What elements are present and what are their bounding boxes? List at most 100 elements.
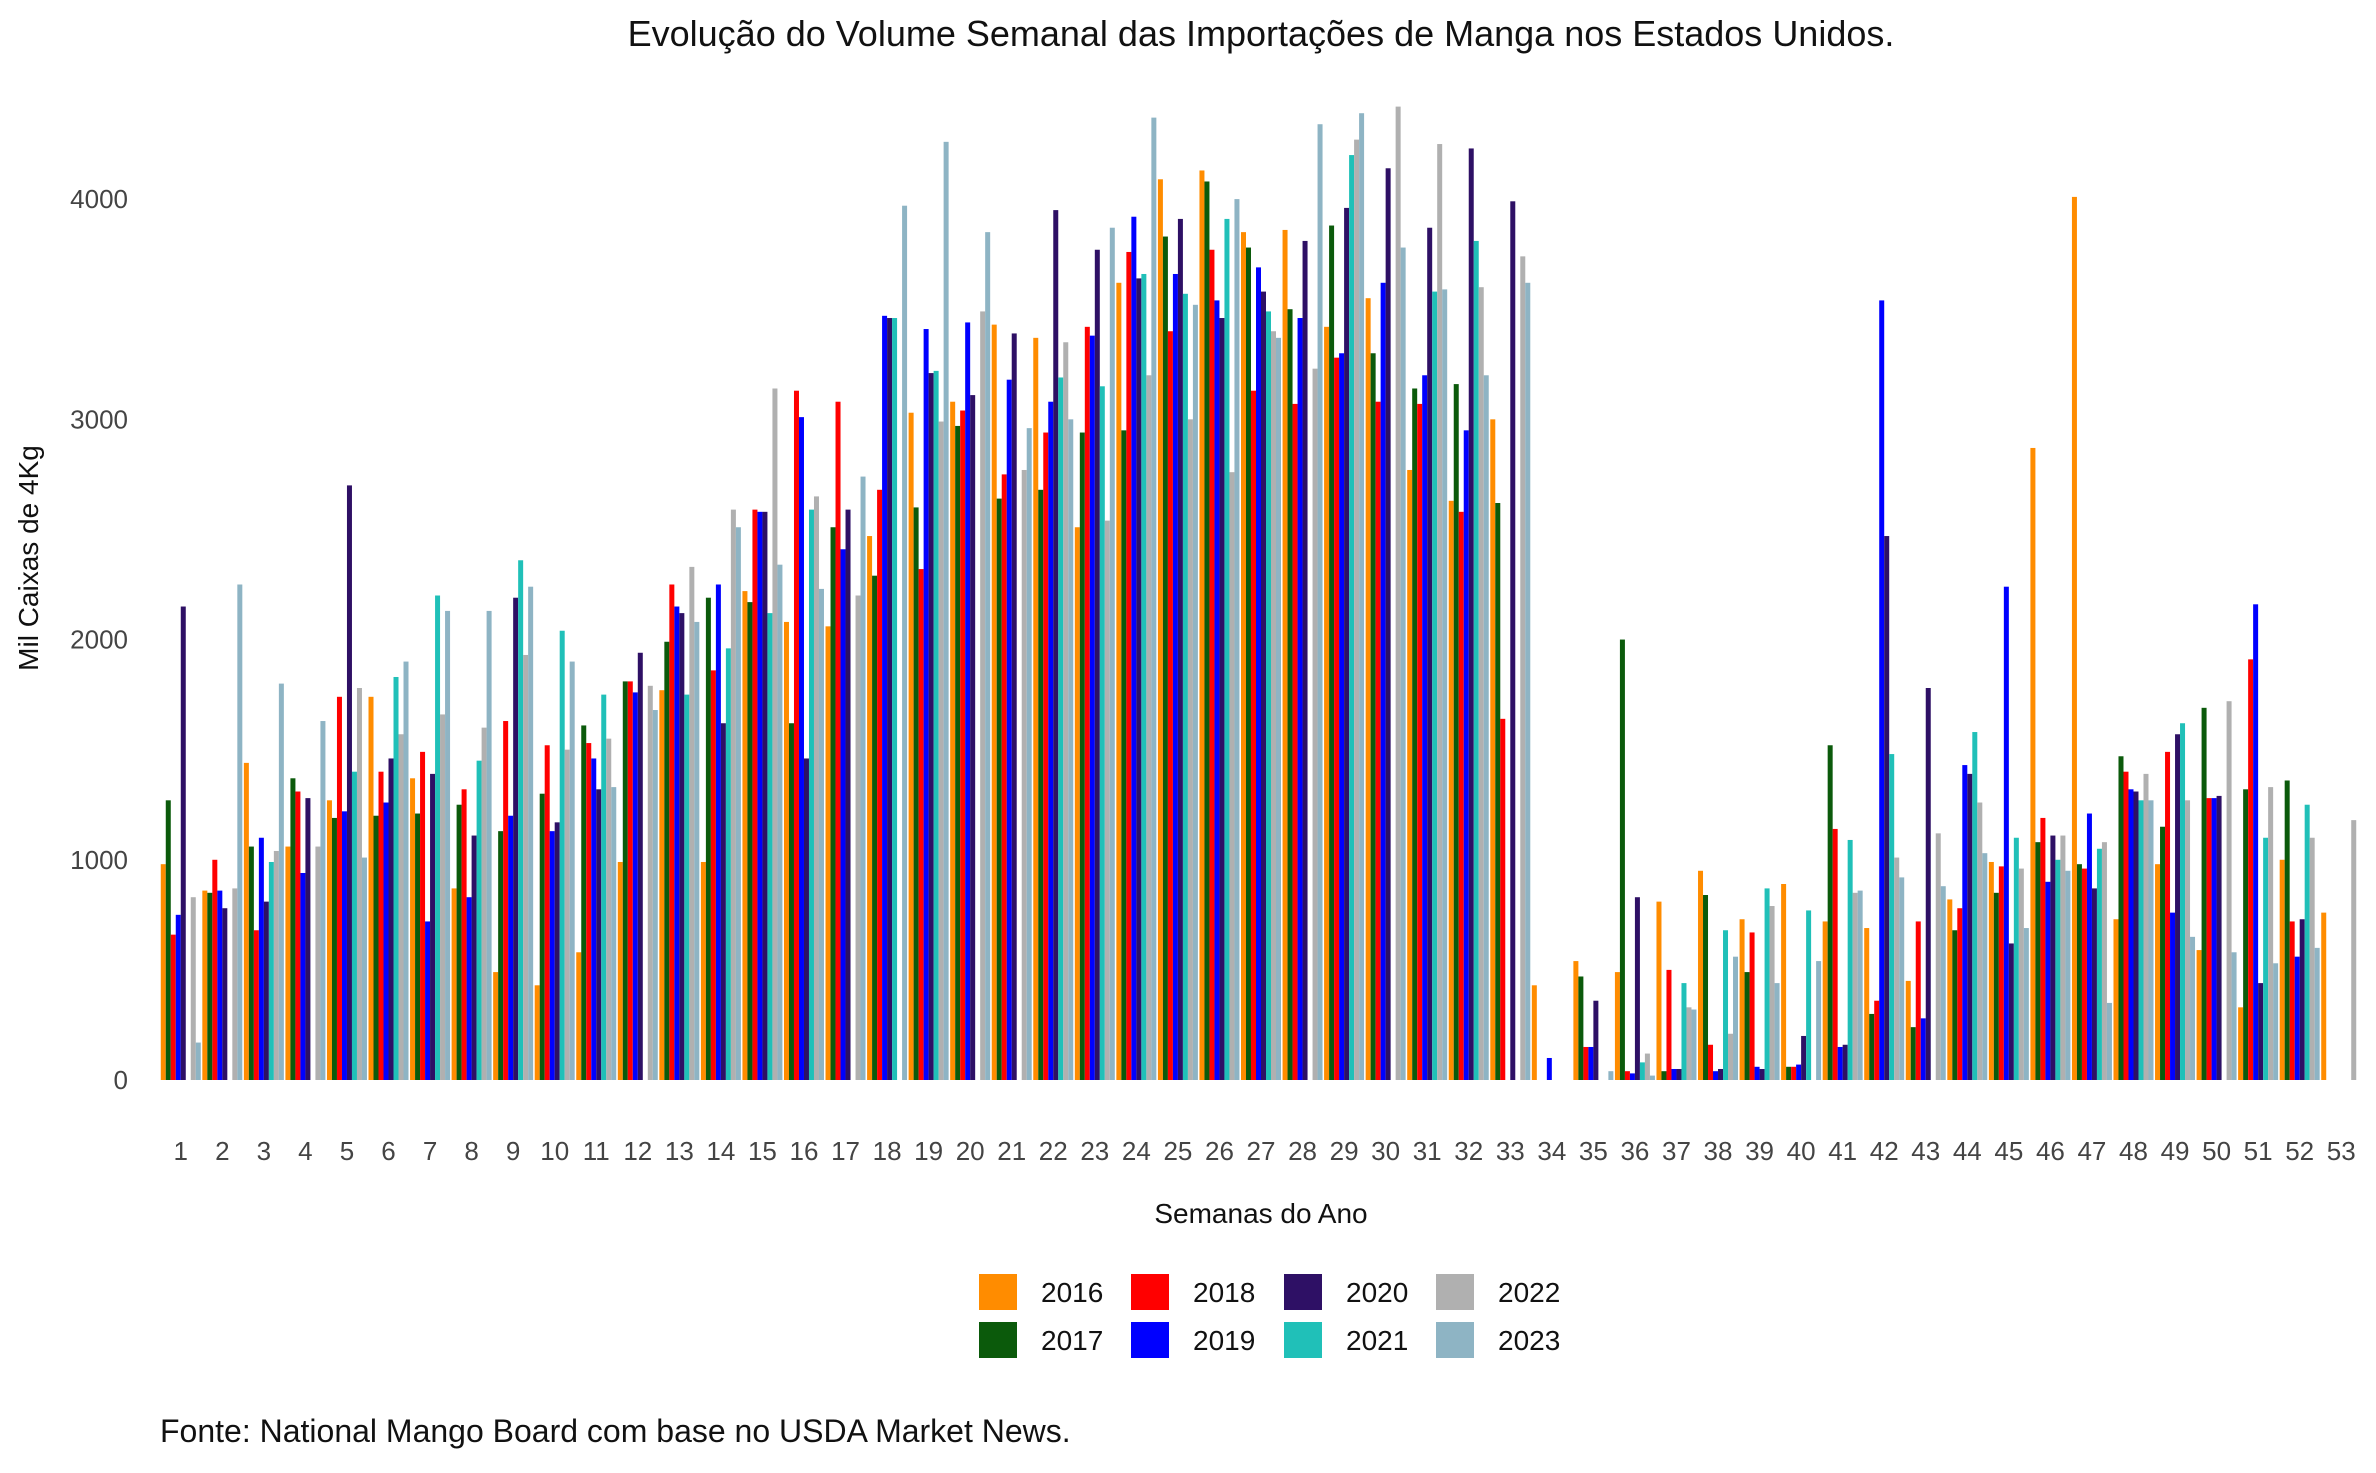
bar-2017-week-42 — [1869, 1013, 1875, 1080]
y-tick-label: 2000 — [70, 625, 128, 655]
bar-2017-week-46 — [2035, 842, 2041, 1080]
bar-2018-week-42 — [1874, 1000, 1880, 1080]
bar-2021-week-27 — [1266, 311, 1271, 1080]
x-tick-label: 48 — [2119, 1136, 2148, 1166]
bar-2016-week-35 — [1573, 961, 1579, 1080]
x-tick-label: 8 — [464, 1136, 478, 1166]
bar-2016-week-14 — [700, 861, 706, 1080]
bar-2017-week-43 — [1910, 1027, 1916, 1080]
bar-2022-week-53 — [2351, 820, 2357, 1080]
bar-2019-week-23 — [1089, 335, 1095, 1080]
bar-2020-week-19 — [928, 373, 934, 1081]
bar-2022-week-29 — [1354, 139, 1360, 1080]
bar-2021-week-15 — [767, 613, 773, 1080]
bar-2016-week-11 — [576, 952, 582, 1080]
bar-2023-week-39 — [1774, 983, 1780, 1080]
bar-2020-week-42 — [1884, 536, 1890, 1080]
bar-2016-week-9 — [493, 972, 499, 1080]
x-tick-label: 44 — [1953, 1136, 1982, 1166]
bar-2018-week-33 — [1500, 718, 1506, 1080]
bar-2023-week-11 — [611, 787, 617, 1080]
bar-2018-week-18 — [877, 489, 883, 1080]
bar-2023-week-12 — [652, 710, 658, 1080]
bar-2017-week-48 — [2118, 756, 2124, 1080]
bar-2020-week-30 — [1385, 168, 1391, 1080]
bar-2016-week-7 — [410, 778, 416, 1080]
bar-2017-week-31 — [1412, 388, 1418, 1080]
bar-2018-week-22 — [1043, 432, 1049, 1080]
bar-2019-week-20 — [965, 322, 971, 1080]
bar-2016-week-40 — [1781, 884, 1787, 1080]
bar-2020-week-45 — [2008, 943, 2014, 1080]
legend: 2016 2017 2018 2019 2020 2021 2022 2023 — [979, 1274, 1560, 1358]
bar-2016-week-19 — [908, 412, 914, 1081]
legend-label-2021: 2021 — [1346, 1325, 1408, 1356]
bar-2022-week-23 — [1104, 520, 1110, 1080]
bar-2018-week-25 — [1167, 331, 1173, 1080]
bar-2016-week-52 — [2279, 859, 2285, 1080]
bar-2018-week-35 — [1583, 1046, 1589, 1080]
x-tick-label: 17 — [831, 1136, 860, 1166]
bar-2016-week-6 — [368, 696, 374, 1080]
bar-2019-week-38 — [1713, 1071, 1719, 1080]
bar-2022-week-32 — [1478, 287, 1484, 1080]
bar-2016-week-30 — [1365, 298, 1371, 1080]
bar-2019-week-18 — [882, 315, 888, 1080]
bar-2022-week-8 — [481, 727, 487, 1080]
bar-2019-week-37 — [1671, 1068, 1677, 1080]
bar-2020-week-31 — [1427, 227, 1433, 1081]
bar-2020-week-48 — [2133, 791, 2139, 1080]
bar-2021-week-11 — [601, 694, 607, 1080]
bar-2019-week-5 — [341, 811, 347, 1080]
bar-2022-week-6 — [398, 734, 404, 1080]
bar-2023-week-29 — [1359, 113, 1365, 1080]
x-tick-label: 24 — [1122, 1136, 1151, 1166]
bar-2016-week-38 — [1698, 870, 1704, 1080]
x-tick-label: 45 — [1994, 1136, 2023, 1166]
x-tick-label: 50 — [2202, 1136, 2231, 1166]
bar-2019-week-32 — [1463, 430, 1469, 1081]
bar-2021-week-16 — [808, 509, 814, 1080]
x-tick-label: 43 — [1911, 1136, 1940, 1166]
bar-2019-week-52 — [2294, 956, 2300, 1080]
bar-2020-week-52 — [2299, 919, 2305, 1080]
x-tick-label: 40 — [1787, 1136, 1816, 1166]
bar-2016-week-47 — [2071, 196, 2077, 1080]
bar-2018-week-48 — [2123, 771, 2129, 1080]
bar-2022-week-4 — [315, 846, 321, 1080]
bar-2022-week-20 — [980, 311, 986, 1080]
bar-2021-week-14 — [725, 648, 731, 1080]
bar-2023-week-10 — [569, 661, 575, 1080]
bar-2018-week-16 — [793, 390, 799, 1080]
bar-2021-week-36 — [1639, 1062, 1645, 1080]
bar-2022-week-39 — [1769, 906, 1775, 1080]
bar-2023-week-41 — [1857, 890, 1863, 1080]
bar-2019-week-49 — [2170, 912, 2176, 1080]
bar-2018-week-9 — [503, 721, 509, 1080]
bar-2023-week-7 — [445, 610, 451, 1080]
bar-2023-week-42 — [1899, 877, 1905, 1080]
bar-2016-week-4 — [285, 846, 291, 1080]
x-tick-label: 36 — [1620, 1136, 1649, 1166]
bar-2021-week-29 — [1349, 155, 1355, 1080]
bar-2016-week-39 — [1739, 919, 1745, 1080]
bar-2017-week-30 — [1370, 353, 1376, 1080]
bar-2019-week-19 — [923, 329, 929, 1080]
bar-2018-week-43 — [1915, 921, 1921, 1080]
bar-2022-week-52 — [2309, 837, 2315, 1080]
bar-2019-week-3 — [258, 837, 264, 1080]
bar-2016-week-13 — [659, 690, 665, 1080]
bar-2017-week-51 — [2243, 789, 2249, 1080]
bar-2018-week-28 — [1292, 403, 1298, 1080]
bar-2021-week-32 — [1473, 240, 1479, 1080]
bar-2023-week-8 — [486, 610, 492, 1080]
bar-2017-week-1 — [165, 800, 171, 1080]
bar-2016-week-33 — [1490, 419, 1496, 1081]
bar-2016-week-12 — [617, 861, 623, 1080]
bar-2022-week-13 — [689, 566, 695, 1080]
bar-2016-week-29 — [1324, 326, 1330, 1081]
bar-2016-week-8 — [451, 888, 457, 1080]
bar-2019-week-13 — [674, 606, 680, 1080]
legend-label-2023: 2023 — [1498, 1325, 1560, 1356]
x-tick-label: 3 — [257, 1136, 271, 1166]
